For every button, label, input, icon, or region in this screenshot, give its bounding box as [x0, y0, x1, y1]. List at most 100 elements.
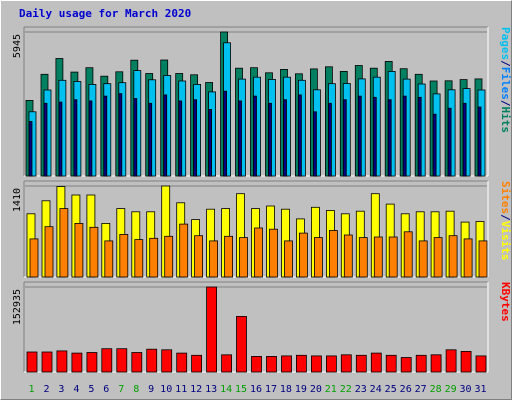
bar-kbytes-day-6 [101, 348, 113, 373]
bar-pages-day-14 [223, 90, 228, 177]
bar-pages-day-5 [88, 100, 93, 177]
bar-pages-day-19 [297, 94, 302, 177]
bar-kbytes-day-28 [430, 354, 442, 373]
series-files [28, 42, 486, 177]
legend-item-separator: / [499, 214, 512, 221]
x-tick-label-day-30: 30 [459, 384, 471, 395]
bar-sites-day-12 [194, 235, 204, 278]
x-tick-label-day-5: 5 [88, 384, 94, 395]
bar-kbytes-day-20 [310, 355, 322, 373]
panel-kbytes: 152935 KBytes [12, 281, 512, 373]
bar-sites-day-22 [343, 234, 353, 278]
x-tick-label-day-16: 16 [250, 384, 262, 395]
bar-sites-day-19 [298, 232, 308, 278]
bar-sites-day-28 [433, 237, 443, 278]
x-tick-label-day-14: 14 [220, 384, 232, 395]
bar-kbytes-day-30 [460, 350, 472, 373]
bar-kbytes-day-21 [325, 355, 337, 373]
bar-kbytes-day-18 [281, 355, 292, 373]
chart-title: Daily usage for March 2020 [19, 7, 192, 20]
x-tick-label-day-20: 20 [310, 384, 322, 395]
panel-traffic: 5945 Pages/Files/Hits [12, 26, 512, 177]
bar-sites-day-27 [418, 240, 428, 278]
x-tick-label-day-2: 2 [43, 384, 49, 395]
x-tick-label-day-29: 29 [445, 384, 457, 395]
bar-pages-day-6 [103, 95, 108, 177]
legend-item-pages: Pages [499, 27, 512, 60]
panel-visits: 1410 Sites/Visits [12, 180, 512, 278]
legend-item-files: Files [499, 67, 512, 100]
bar-pages-day-10 [163, 94, 168, 177]
x-tick-label-day-13: 13 [205, 384, 217, 395]
bar-sites-day-8 [134, 239, 144, 278]
bar-kbytes-day-7 [116, 348, 128, 373]
bar-sites-day-7 [119, 233, 129, 278]
legend-traffic: Pages/Files/Hits [499, 27, 512, 133]
bar-sites-day-1 [29, 238, 39, 278]
bar-sites-day-4 [74, 222, 84, 278]
x-tick-label-day-27: 27 [415, 384, 427, 395]
bar-sites-day-21 [328, 230, 338, 278]
bar-sites-day-6 [104, 240, 114, 278]
bar-pages-day-8 [133, 98, 138, 177]
bar-sites-day-14 [224, 235, 234, 278]
x-tick-label-day-7: 7 [118, 384, 124, 395]
bar-sites-day-5 [89, 226, 99, 278]
legend-item-separator: / [499, 100, 512, 107]
x-tick-label-day-12: 12 [190, 384, 202, 395]
bar-pages-day-30 [462, 102, 467, 177]
series-kbytes [26, 286, 487, 373]
bar-pages-day-15 [238, 100, 242, 177]
x-tick-label-day-1: 1 [28, 384, 34, 395]
bar-kbytes-day-17 [266, 355, 277, 373]
bar-sites-day-10 [164, 235, 174, 278]
bar-pages-day-2 [43, 102, 48, 177]
bar-sites-day-30 [463, 238, 473, 278]
bar-kbytes-day-9 [146, 348, 158, 373]
x-tick-label-day-6: 6 [103, 384, 109, 395]
bar-sites-day-29 [448, 235, 458, 278]
x-tick-label-day-17: 17 [265, 384, 277, 395]
x-tick-label-day-25: 25 [385, 384, 397, 395]
x-tick-label-day-4: 4 [73, 384, 79, 395]
bar-kbytes-day-8 [131, 352, 143, 373]
x-tick-label-day-10: 10 [160, 384, 172, 395]
bar-sites-day-3 [59, 208, 69, 278]
legend-item-sites: Sites [499, 181, 512, 214]
max-value-label: 5945 [12, 34, 23, 58]
bar-kbytes-day-5 [86, 352, 98, 373]
bar-kbytes-day-15 [236, 315, 247, 373]
bar-pages-day-3 [58, 101, 63, 177]
bar-kbytes-day-13 [206, 286, 218, 373]
x-tick-label-day-15: 15 [235, 384, 247, 395]
x-axis-labels: 1 2 3 4 5 6 7 8 9 10 11 12 13 14 15 16 17 18 19 20 21 22 23 24 2… [28, 384, 486, 395]
x-tick-label-day-9: 9 [148, 384, 154, 395]
bar-pages-day-25 [387, 99, 392, 177]
bar-pages-day-24 [372, 96, 377, 177]
bar-pages-day-26 [402, 95, 407, 177]
x-tick-label-day-3: 3 [58, 384, 64, 395]
bar-pages-day-16 [253, 95, 257, 177]
bar-kbytes-day-29 [445, 349, 457, 373]
bar-pages-day-23 [357, 95, 362, 177]
bar-sites-day-25 [388, 236, 398, 278]
bar-pages-day-31 [477, 106, 482, 177]
series-sites [29, 208, 488, 278]
bar-sites-day-17 [269, 228, 278, 278]
bar-sites-day-26 [403, 231, 413, 278]
bar-kbytes-day-25 [385, 354, 397, 373]
series-pages [28, 90, 482, 177]
bar-kbytes-day-10 [161, 349, 173, 373]
legend-item-separator: / [499, 60, 512, 67]
bar-pages-day-29 [447, 107, 452, 177]
bar-pages-day-13 [208, 109, 213, 177]
bar-pages-day-4 [73, 99, 78, 177]
bar-kbytes-day-4 [71, 352, 83, 373]
bar-pages-day-9 [148, 102, 153, 177]
bar-kbytes-day-31 [475, 355, 487, 373]
x-tick-label-day-22: 22 [340, 384, 352, 395]
x-tick-label-day-24: 24 [370, 384, 382, 395]
legend-item-kbytes: KBytes [499, 282, 512, 322]
bar-sites-day-13 [209, 240, 219, 278]
max-value-label: 152935 [12, 289, 23, 325]
